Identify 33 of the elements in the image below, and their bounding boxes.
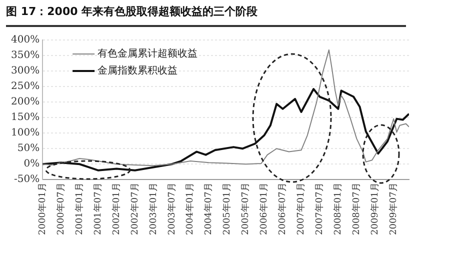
x-tick-label: 2003年01月 xyxy=(148,182,159,236)
x-tick-label: 2009年01月 xyxy=(369,182,380,236)
y-tick-label: 300% xyxy=(10,66,40,77)
y-tick-label: 200% xyxy=(10,96,40,108)
y-tick-label: 350% xyxy=(10,50,40,62)
legend-label: 金属指数累积收益 xyxy=(98,64,178,77)
x-tick-label: 2001年07月 xyxy=(92,182,104,236)
y-tick-label: 400% xyxy=(10,34,40,46)
x-tick-label: 2003年07月 xyxy=(166,182,178,236)
x-tick-label: 2004年07月 xyxy=(203,182,214,236)
x-tick-label: 2002年01月 xyxy=(110,182,122,236)
y-tick-label: -50% xyxy=(14,174,40,186)
y-tick-label: 0% xyxy=(24,158,40,170)
x-tick-label: 2000年01月 xyxy=(36,182,48,236)
x-tick-label: 2005年07月 xyxy=(240,182,252,236)
x-tick-label: 2007年01月 xyxy=(296,182,307,236)
x-tick-label: 2005年01月 xyxy=(222,182,233,236)
x-tick-label: 2007年07月 xyxy=(314,182,326,236)
x-tick-label: 2006年01月 xyxy=(258,182,270,236)
legend-label: 有色金属累计超额收益 xyxy=(98,48,198,60)
y-tick-label: 150% xyxy=(10,112,40,124)
x-tick-label: 2000年07月 xyxy=(55,182,66,236)
x-tick-label: 2009年07月 xyxy=(388,182,399,236)
x-tick-label: 2004年01月 xyxy=(184,182,196,236)
x-tick-label: 2008年01月 xyxy=(332,182,344,236)
y-tick-label: 250% xyxy=(10,81,40,92)
x-tick-label: 2001年01月 xyxy=(74,182,85,236)
chart-title: 图 17：2000 年来有色股取得超额收益的三个阶段 xyxy=(6,4,406,27)
x-tick-label: 2002年07月 xyxy=(129,182,140,236)
x-tick-label: 2008年07月 xyxy=(351,182,362,236)
y-tick-label: 50% xyxy=(17,143,40,154)
y-tick-label: 100% xyxy=(10,128,40,139)
x-tick-label: 2006年07月 xyxy=(277,182,288,236)
